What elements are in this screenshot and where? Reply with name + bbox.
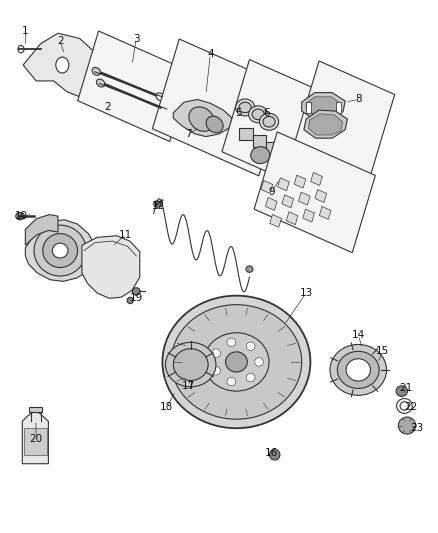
- Text: 6: 6: [264, 108, 270, 118]
- Polygon shape: [282, 195, 293, 208]
- Polygon shape: [261, 181, 273, 193]
- Text: 10: 10: [14, 211, 28, 221]
- Text: 14: 14: [352, 330, 365, 341]
- Ellipse shape: [52, 243, 68, 258]
- Text: 2: 2: [57, 36, 64, 46]
- Ellipse shape: [43, 233, 78, 268]
- Ellipse shape: [212, 367, 220, 375]
- Text: 15: 15: [375, 346, 389, 357]
- Polygon shape: [24, 428, 47, 455]
- Ellipse shape: [206, 116, 223, 133]
- Ellipse shape: [226, 352, 247, 372]
- Polygon shape: [278, 178, 289, 191]
- Ellipse shape: [263, 116, 275, 127]
- Ellipse shape: [16, 213, 25, 220]
- Ellipse shape: [330, 344, 387, 395]
- Ellipse shape: [204, 333, 269, 391]
- Text: 2: 2: [105, 102, 111, 112]
- Ellipse shape: [166, 342, 216, 387]
- Ellipse shape: [173, 349, 208, 381]
- Polygon shape: [265, 197, 277, 211]
- Polygon shape: [315, 190, 327, 203]
- Ellipse shape: [132, 288, 140, 295]
- Polygon shape: [270, 214, 282, 228]
- Polygon shape: [173, 100, 232, 136]
- Polygon shape: [298, 192, 310, 205]
- Polygon shape: [306, 97, 340, 115]
- Polygon shape: [303, 209, 314, 222]
- Polygon shape: [82, 236, 140, 298]
- Ellipse shape: [154, 201, 161, 207]
- Polygon shape: [254, 132, 375, 253]
- Ellipse shape: [189, 107, 214, 131]
- Ellipse shape: [227, 377, 236, 386]
- Polygon shape: [336, 102, 341, 113]
- Ellipse shape: [227, 338, 236, 346]
- Text: 4: 4: [207, 50, 214, 59]
- Text: 23: 23: [410, 423, 424, 433]
- Ellipse shape: [396, 386, 407, 397]
- Text: 13: 13: [300, 288, 313, 298]
- Text: 11: 11: [119, 230, 132, 240]
- Text: 12: 12: [152, 200, 165, 211]
- Text: 3: 3: [133, 34, 140, 44]
- Text: 1: 1: [22, 26, 28, 36]
- Ellipse shape: [398, 417, 416, 434]
- Ellipse shape: [239, 102, 251, 113]
- Polygon shape: [286, 212, 298, 225]
- Polygon shape: [22, 413, 48, 464]
- Ellipse shape: [92, 68, 100, 75]
- Polygon shape: [265, 142, 279, 154]
- Polygon shape: [304, 110, 347, 138]
- Polygon shape: [319, 206, 331, 220]
- Ellipse shape: [249, 106, 268, 123]
- Text: 7: 7: [185, 129, 192, 139]
- Ellipse shape: [212, 349, 220, 357]
- Ellipse shape: [162, 296, 311, 428]
- Ellipse shape: [34, 225, 86, 276]
- Text: 19: 19: [130, 293, 143, 303]
- Ellipse shape: [246, 373, 255, 382]
- Ellipse shape: [251, 147, 270, 164]
- Text: 16: 16: [265, 448, 278, 458]
- Ellipse shape: [337, 351, 379, 389]
- Polygon shape: [294, 175, 306, 188]
- Ellipse shape: [127, 297, 133, 304]
- Ellipse shape: [236, 99, 254, 116]
- Polygon shape: [222, 60, 329, 187]
- Text: 17: 17: [182, 381, 195, 391]
- Polygon shape: [23, 33, 110, 97]
- Polygon shape: [25, 220, 95, 281]
- Ellipse shape: [259, 114, 279, 130]
- Text: 21: 21: [399, 383, 413, 393]
- Polygon shape: [309, 114, 343, 135]
- Text: 8: 8: [355, 94, 362, 104]
- Text: 18: 18: [160, 402, 173, 412]
- Polygon shape: [306, 102, 311, 113]
- Polygon shape: [302, 93, 345, 119]
- Polygon shape: [29, 407, 42, 413]
- Ellipse shape: [171, 305, 302, 419]
- Polygon shape: [78, 31, 191, 141]
- Ellipse shape: [96, 79, 105, 87]
- Polygon shape: [287, 61, 395, 201]
- Polygon shape: [311, 173, 322, 185]
- Ellipse shape: [246, 342, 255, 351]
- Ellipse shape: [56, 57, 69, 73]
- Polygon shape: [25, 215, 58, 245]
- Ellipse shape: [252, 109, 264, 119]
- Polygon shape: [240, 128, 253, 140]
- Ellipse shape: [269, 449, 280, 460]
- Ellipse shape: [346, 359, 371, 381]
- Text: 9: 9: [268, 187, 275, 197]
- Polygon shape: [152, 39, 286, 176]
- Text: 5: 5: [235, 108, 242, 118]
- Ellipse shape: [246, 266, 253, 272]
- Text: 22: 22: [404, 402, 417, 412]
- Text: 20: 20: [30, 434, 43, 444]
- Polygon shape: [253, 135, 265, 147]
- Ellipse shape: [254, 358, 263, 366]
